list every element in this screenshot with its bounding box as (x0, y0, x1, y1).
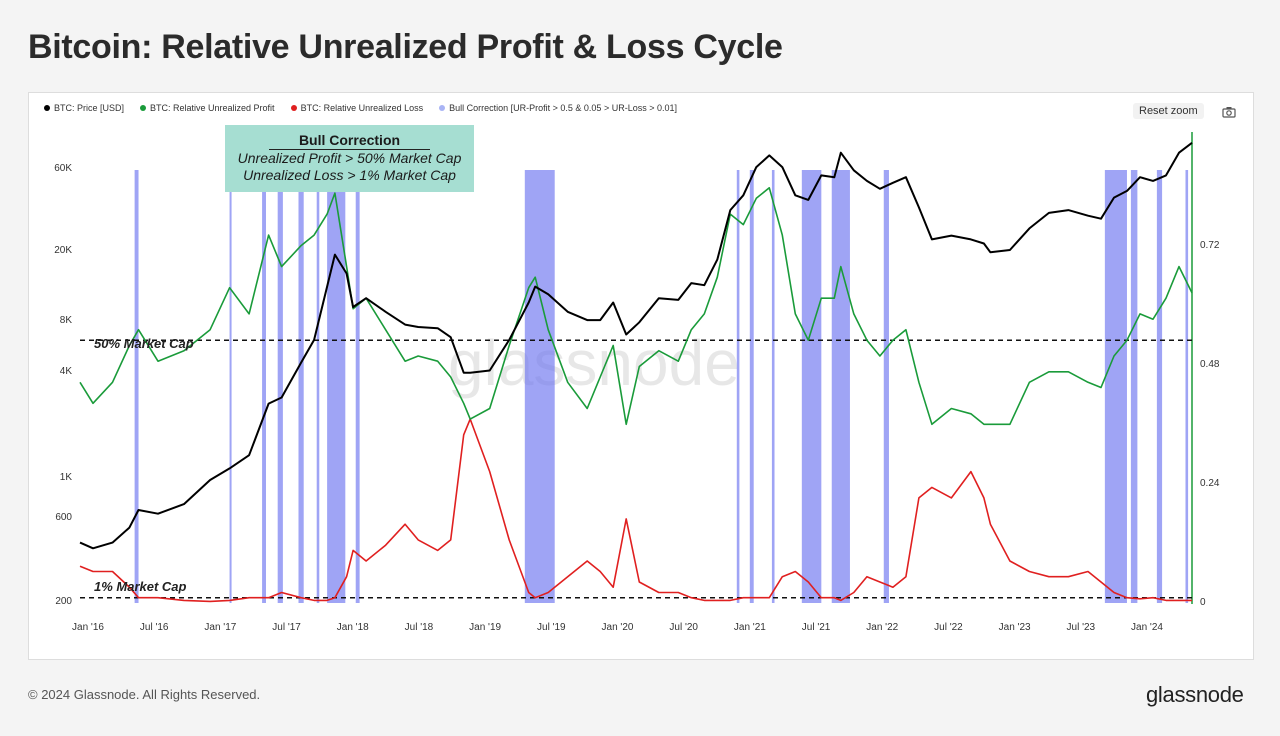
series-line-profit (79, 187, 1193, 426)
x-tick-label-13: Jul '22 (934, 622, 963, 633)
y-right-tick-label-3: 0 (1200, 597, 1206, 608)
legend-item-price[interactable]: BTC: Price [USD] (44, 103, 124, 113)
legend-dot-bull-correction (439, 105, 446, 111)
annotation-line-2: Unrealized Loss > 1% Market Cap (243, 167, 456, 183)
x-tick-label-9: Jul '20 (669, 622, 698, 633)
legend-item-profit[interactable]: BTC: Relative Unrealized Profit (140, 103, 275, 113)
bull-correction-band-8 (524, 170, 555, 603)
legend-dot-price (44, 105, 50, 111)
ref-label-50pct: 50% Market Cap (94, 336, 194, 351)
bull-correction-band-1 (229, 170, 232, 603)
bull-correction-band-0 (134, 170, 139, 603)
annotation-line-1: Unrealized Profit > 50% Market Cap (237, 150, 462, 166)
y-left-tick-label-0: 60K (54, 163, 72, 174)
bull-correction-band-17 (1156, 170, 1163, 603)
footer-copyright: © 2024 Glassnode. All Rights Reserved. (28, 687, 261, 702)
legend-item-loss[interactable]: BTC: Relative Unrealized Loss (290, 103, 424, 113)
series-line-price (79, 142, 1193, 550)
bull-correction-band-11 (771, 170, 775, 603)
legend-label-bull-correction: Bull Correction [UR-Profit > 0.5 & 0.05 … (449, 103, 677, 113)
bull-correction-band-6 (327, 170, 346, 603)
x-tick-label-11: Jul '21 (802, 622, 831, 633)
bull-correction-band-13 (831, 170, 850, 603)
x-tick-label-8: Jan '20 (602, 622, 634, 633)
bull-correction-band-4 (298, 170, 304, 603)
x-tick-label-1: Jul '16 (140, 622, 169, 633)
legend-label-profit: BTC: Relative Unrealized Profit (150, 103, 275, 113)
chart-legend: BTC: Price [USD] BTC: Relative Unrealize… (44, 103, 677, 113)
bull-correction-band-15 (1104, 170, 1127, 603)
legend-label-price: BTC: Price [USD] (54, 103, 125, 113)
x-tick-label-15: Jul '23 (1067, 622, 1096, 633)
bull-correction-band-9 (736, 170, 740, 603)
x-tick-label-7: Jul '19 (537, 622, 566, 633)
bull-correction-band-14 (883, 170, 889, 603)
x-tick-label-0: Jan '16 (72, 622, 104, 633)
x-tick-label-12: Jan '22 (866, 622, 898, 633)
legend-label-loss: BTC: Relative Unrealized Loss (300, 103, 424, 113)
legend-dot-loss (290, 105, 297, 111)
footer-logo: glassnode (1146, 682, 1244, 707)
x-tick-label-16: Jan '24 (1131, 622, 1163, 633)
reset-zoom-button[interactable]: Reset zoom (1133, 103, 1204, 119)
y-right-tick-label-1: 0.48 (1200, 359, 1220, 370)
y-right-tick-label-0: 0.72 (1200, 240, 1220, 251)
bull-correction-band-12 (801, 170, 822, 603)
bull-correction-band-18 (1185, 170, 1189, 603)
y-left-tick-label-1: 20K (54, 245, 72, 256)
camera-icon-glyph (1222, 107, 1236, 118)
bull-correction-band-5 (316, 170, 320, 603)
bull-correction-band-10 (749, 170, 754, 603)
bull-correction-band-3 (277, 170, 283, 603)
legend-item-bull-correction[interactable]: Bull Correction [UR-Profit > 0.5 & 0.05 … (439, 103, 677, 113)
bull-correction-band-7 (355, 170, 360, 603)
y-left-tick-label-5: 600 (55, 512, 72, 523)
bull-correction-band-2 (262, 170, 266, 603)
x-tick-label-3: Jul '17 (272, 622, 301, 633)
y-left-tick-label-2: 8K (60, 315, 73, 326)
legend-dot-profit (140, 105, 147, 111)
x-tick-label-2: Jan '17 (204, 622, 236, 633)
y-left-tick-label-3: 4K (60, 366, 73, 377)
annotation-title: Bull Correction (268, 132, 431, 150)
page-title: Bitcoin: Relative Unrealized Profit & Lo… (28, 28, 783, 66)
x-tick-label-6: Jan '19 (469, 622, 501, 633)
y-left-tick-label-6: 200 (55, 596, 72, 607)
ref-label-1pct: 1% Market Cap (94, 579, 187, 594)
y-right-tick-label-2: 0.24 (1200, 478, 1220, 489)
x-tick-label-10: Jan '21 (734, 622, 766, 633)
x-tick-label-14: Jan '23 (999, 622, 1031, 633)
annotation-box: Bull Correction Unrealized Profit > 50% … (225, 125, 474, 192)
series-line-loss (79, 418, 1192, 603)
camera-icon[interactable] (1222, 105, 1236, 123)
x-tick-label-4: Jan '18 (337, 622, 369, 633)
x-tick-label-5: Jul '18 (405, 622, 434, 633)
y-left-tick-label-4: 1K (60, 472, 73, 483)
bull-correction-band-16 (1130, 170, 1138, 603)
